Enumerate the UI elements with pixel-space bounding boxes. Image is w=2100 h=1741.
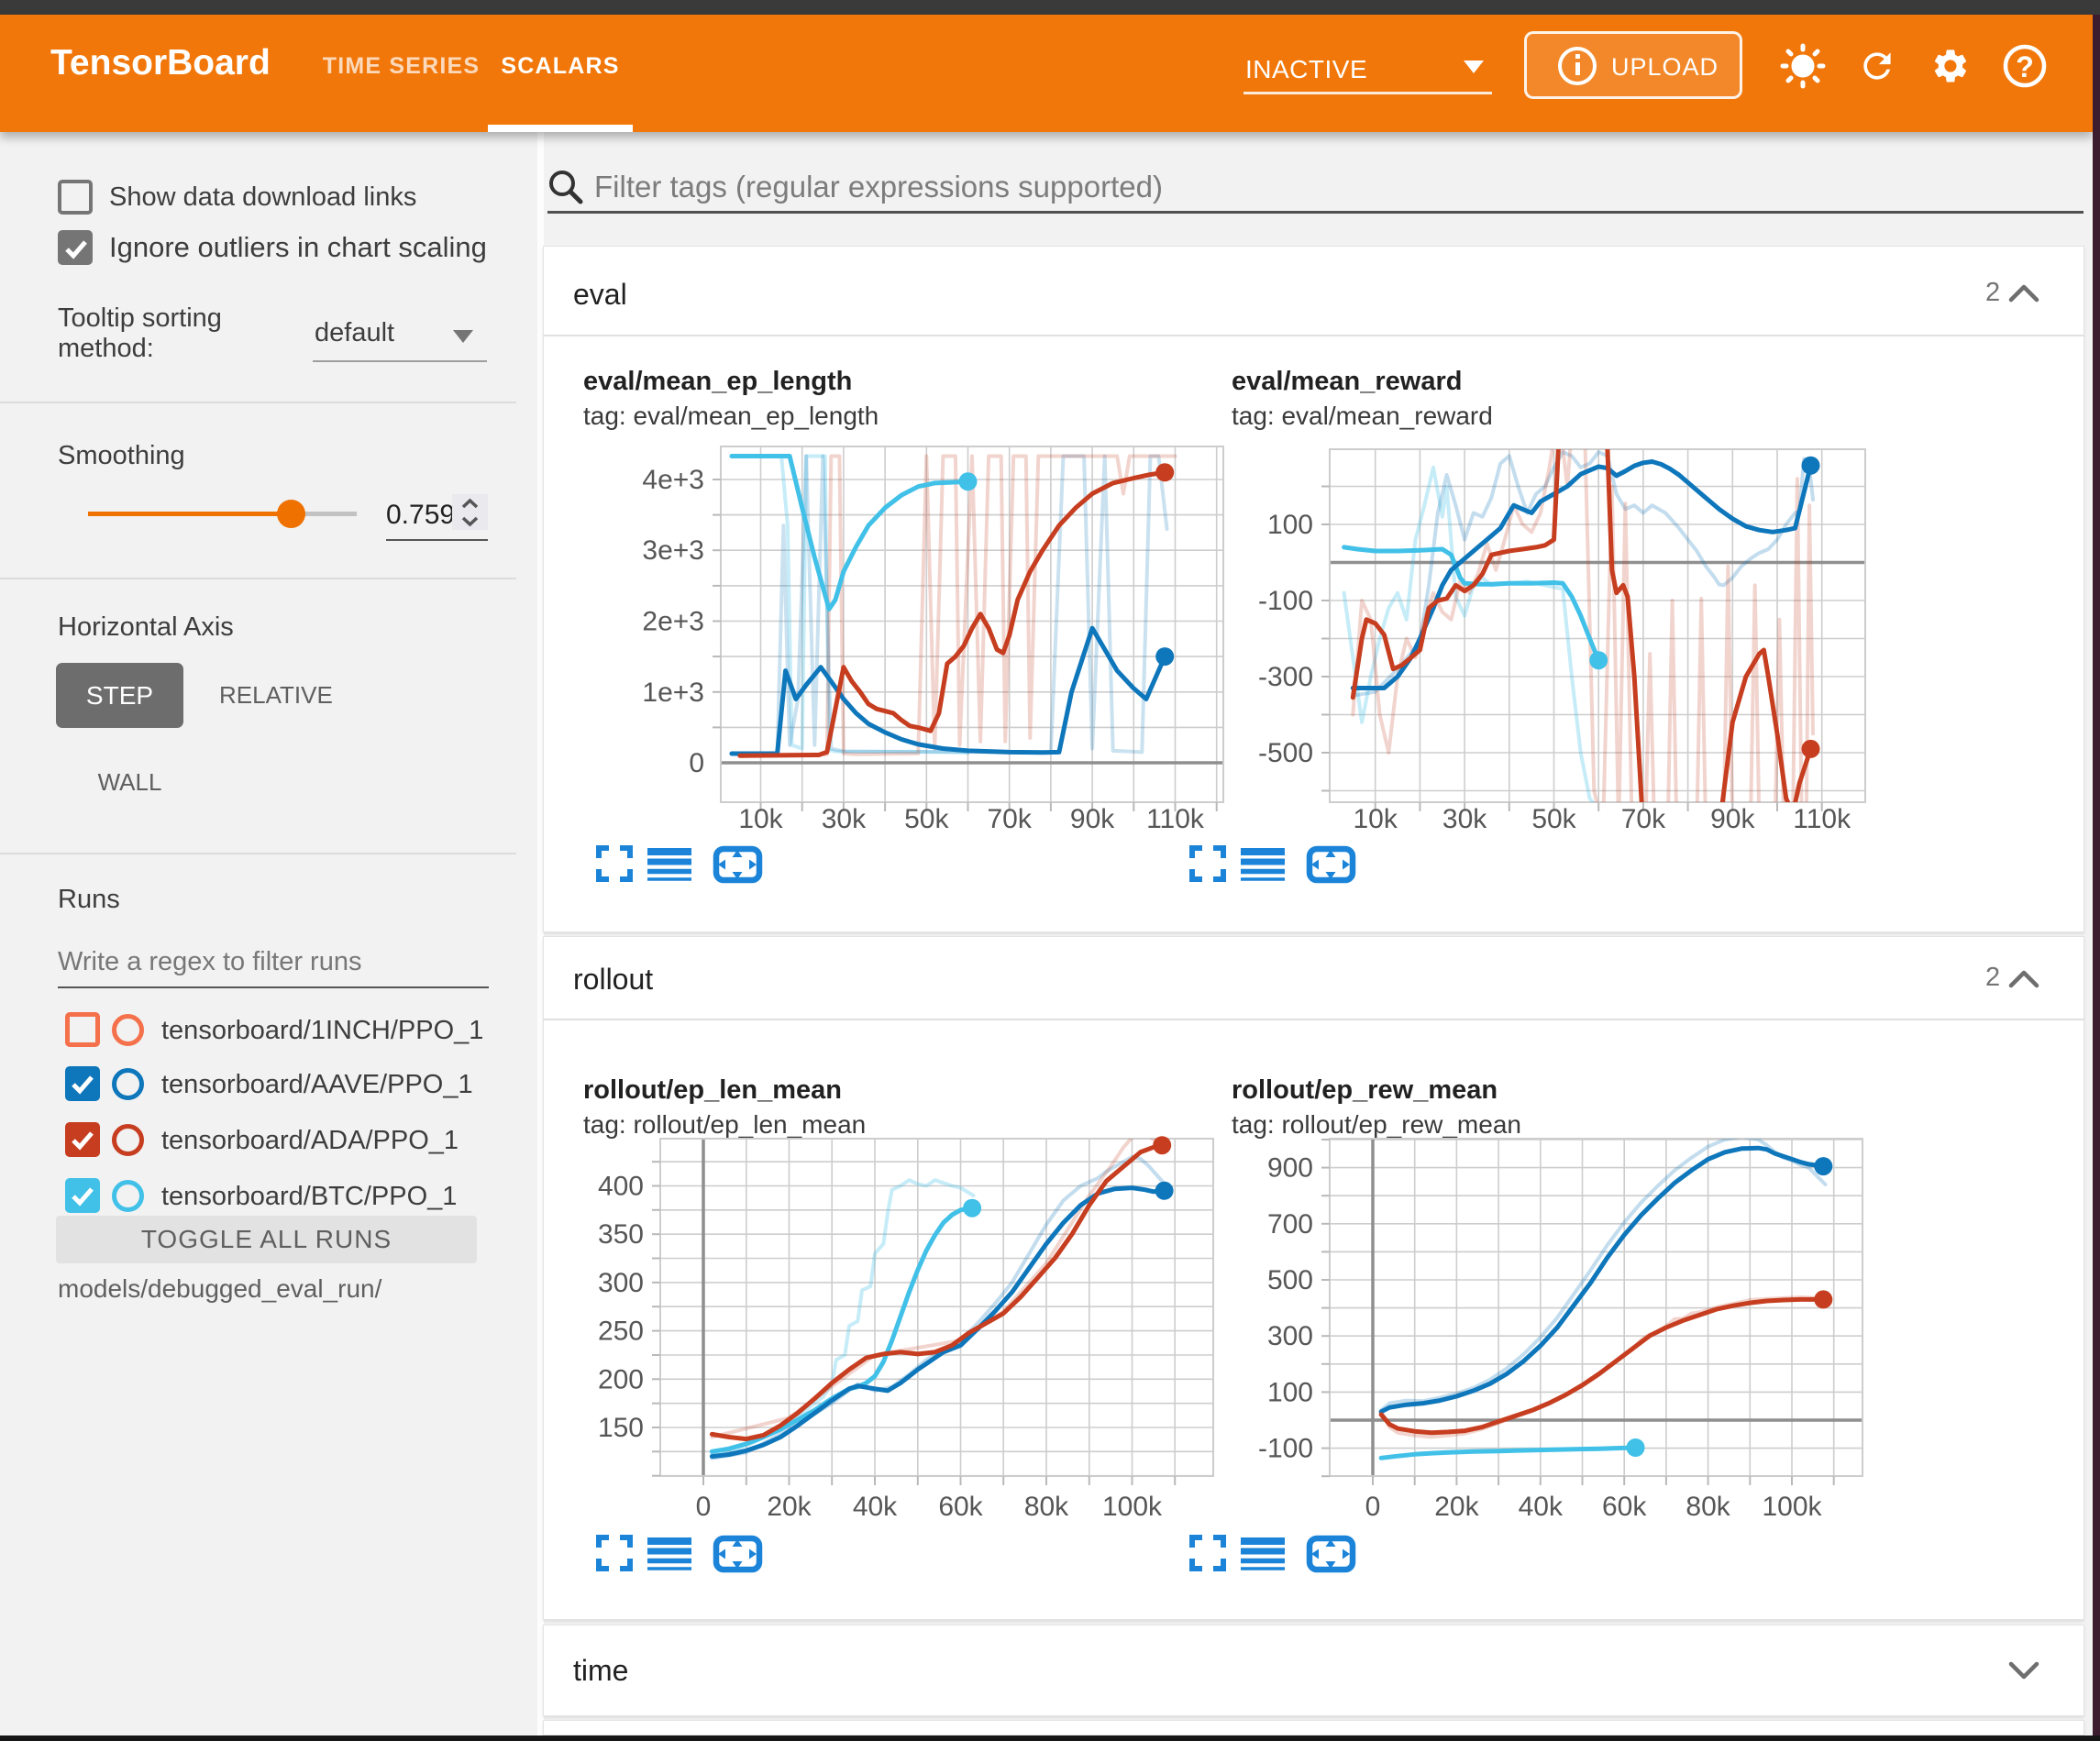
- svg-text:?: ?: [2016, 50, 2034, 83]
